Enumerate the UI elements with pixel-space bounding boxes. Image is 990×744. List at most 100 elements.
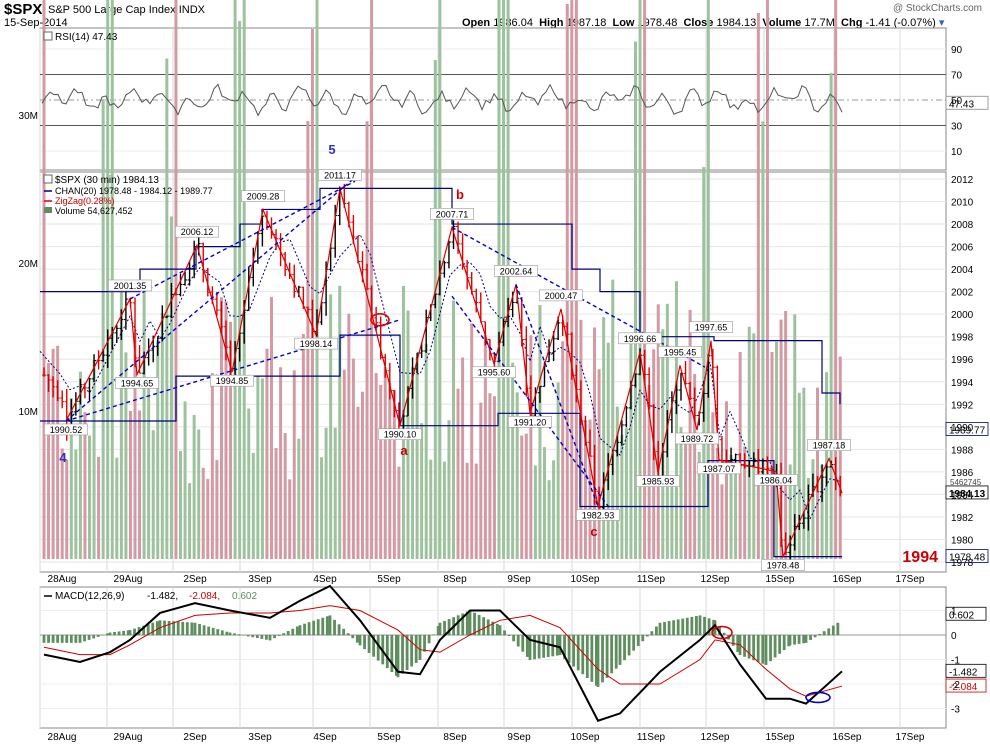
macd-histogram-bar bbox=[51, 635, 55, 643]
macd-histogram-bar bbox=[627, 635, 631, 656]
x-tick-label: 17Sep bbox=[896, 574, 925, 585]
open-label: Open bbox=[462, 17, 491, 29]
macd-histogram-bar bbox=[676, 619, 680, 636]
volume-bar bbox=[552, 460, 556, 559]
swing-label: 1986.04 bbox=[760, 475, 793, 485]
macd-histogram-bar bbox=[117, 631, 121, 636]
x-tick-label: 10Sep bbox=[571, 732, 600, 743]
macd-histogram-bar bbox=[142, 625, 146, 636]
volume-bar bbox=[502, 0, 506, 560]
volume-bar bbox=[452, 300, 455, 559]
macd-histogram-bar bbox=[363, 635, 366, 650]
macd-histogram-bar bbox=[546, 635, 550, 658]
macd-histogram-bar bbox=[295, 626, 299, 636]
macd-histogram-bar bbox=[707, 618, 711, 636]
swing-label-box bbox=[44, 423, 88, 436]
volume-bar bbox=[779, 319, 783, 559]
trend-line bbox=[451, 295, 613, 512]
macd-histogram-bar bbox=[237, 634, 241, 636]
volume-bar bbox=[56, 345, 60, 559]
macd-histogram-bar bbox=[576, 635, 580, 671]
macd-histogram-bar bbox=[572, 635, 576, 667]
chan-legend: CHAN(20) 1978.48 - 1984.12 - 1989.77 bbox=[55, 186, 213, 196]
swing-label: 2007.71 bbox=[436, 209, 469, 219]
swing-label-box bbox=[658, 346, 702, 358]
swing-label-box bbox=[318, 169, 362, 181]
volume-bar bbox=[392, 389, 396, 559]
exchange: INDX bbox=[178, 4, 205, 16]
volume-bar bbox=[279, 367, 283, 559]
volume-bar bbox=[274, 448, 278, 559]
volume-bar bbox=[47, 362, 51, 559]
price-value-tag-text: 1989.77 bbox=[949, 425, 986, 436]
volume-tick-label: 10M bbox=[19, 407, 38, 418]
wave-label: 5 bbox=[328, 142, 335, 157]
swing-label-box bbox=[378, 428, 422, 440]
volume-bar bbox=[784, 311, 788, 559]
x-tick-label: 11Sep bbox=[637, 574, 666, 585]
x-tick-label: 9Sep bbox=[507, 732, 531, 743]
macd-histogram-bar bbox=[211, 627, 215, 636]
volume-bar bbox=[706, 0, 710, 560]
volume-bar bbox=[570, 0, 574, 559]
x-tick-label: 9Sep bbox=[507, 574, 531, 585]
volume-bar bbox=[588, 419, 592, 559]
macd-histogram-bar bbox=[804, 635, 808, 643]
volume-bar bbox=[461, 357, 465, 559]
volume-bar bbox=[292, 370, 296, 559]
volume-bar bbox=[565, 4, 569, 559]
chg-dropdown-icon[interactable]: ▾ bbox=[938, 17, 945, 29]
macd-histogram-bar bbox=[163, 620, 166, 636]
macd-histogram-bar bbox=[623, 635, 626, 661]
macd-histogram-bar bbox=[521, 635, 525, 652]
macd-histogram-bar bbox=[286, 630, 290, 636]
volume-bar bbox=[110, 0, 114, 559]
x-tick-label: 15Sep bbox=[766, 574, 795, 585]
volume-bar bbox=[720, 484, 724, 559]
swing-label-box bbox=[761, 559, 805, 571]
rsi-settings-icon[interactable] bbox=[43, 31, 53, 41]
volume-bar bbox=[142, 279, 146, 559]
price-tick-label: 2006 bbox=[951, 243, 974, 254]
macd-histogram-bar bbox=[698, 615, 702, 636]
macd-histogram-bar bbox=[167, 620, 171, 636]
volume-bar bbox=[420, 423, 424, 559]
volume-bar bbox=[624, 427, 628, 559]
macd-histogram-bar bbox=[465, 611, 469, 636]
macd-histogram-bar bbox=[443, 620, 446, 636]
volume-bar bbox=[729, 454, 733, 559]
macd-tick-label: -3 bbox=[951, 705, 960, 716]
volume-bar bbox=[338, 285, 342, 559]
swing-label-box bbox=[241, 190, 285, 202]
volume-bar bbox=[483, 334, 487, 559]
volume-bar bbox=[188, 483, 192, 559]
macd-histogram-bar bbox=[743, 635, 746, 657]
volume-bar bbox=[128, 410, 132, 559]
macd-histogram-bar bbox=[251, 635, 255, 638]
volume-bar bbox=[101, 99, 105, 560]
volume-bar bbox=[65, 459, 69, 559]
macd-histogram-bar bbox=[512, 635, 516, 642]
volume-bar bbox=[397, 466, 401, 559]
macd-histogram-bar bbox=[69, 635, 73, 643]
volume-bar bbox=[497, 0, 501, 560]
low-value: 1978.48 bbox=[637, 17, 678, 29]
price-tick-label: 1978 bbox=[951, 558, 974, 569]
volume-bar bbox=[811, 459, 815, 559]
volume-bar bbox=[602, 317, 606, 559]
price-settings-icon[interactable] bbox=[43, 174, 53, 184]
rsi-tick-label: 10 bbox=[951, 147, 963, 158]
macd-histogram-bar bbox=[146, 624, 150, 636]
x-tick-label: 12Sep bbox=[701, 732, 730, 743]
macd-histogram-bar bbox=[390, 635, 394, 672]
watermark[interactable]: @ StockCharts.com bbox=[892, 3, 982, 14]
volume-bar bbox=[69, 398, 73, 559]
macd-histogram-bar bbox=[65, 635, 69, 643]
volume-bar bbox=[83, 412, 87, 559]
volume-bar bbox=[238, 21, 242, 560]
volume-bar bbox=[838, 356, 842, 559]
macd-histogram-bar bbox=[525, 635, 529, 657]
volume-bar bbox=[697, 451, 701, 559]
macd-tick-label: 0 bbox=[951, 631, 957, 642]
